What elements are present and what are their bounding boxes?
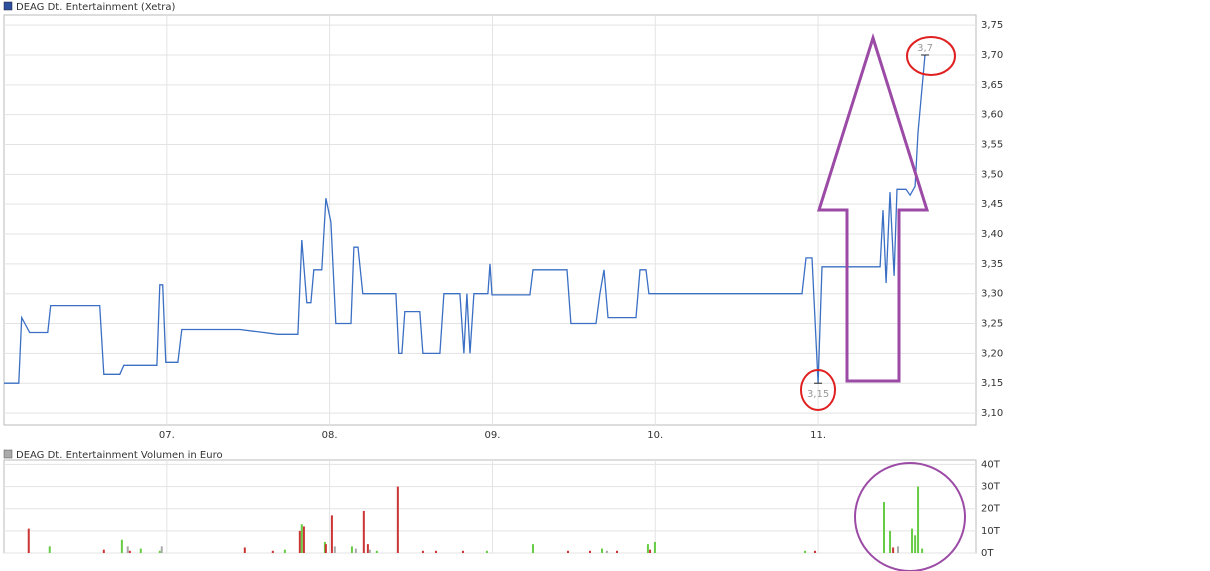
volume-bar [350, 546, 353, 553]
y-tick-label: 3,70 [981, 50, 1003, 61]
volume-bar [158, 550, 161, 553]
volume-bar [588, 550, 591, 553]
y-tick-label: 3,30 [981, 289, 1003, 300]
y-tick-label: 30T [981, 482, 1001, 493]
annotation-label: 3,7 [917, 43, 933, 54]
y-tick-label: 3,45 [981, 199, 1003, 210]
volume-bar [333, 546, 336, 553]
volume-bar [911, 528, 914, 553]
volume-bar [813, 550, 816, 553]
volume-bar [366, 544, 369, 553]
volume-bar [298, 530, 301, 553]
y-tick-label: 3,20 [981, 348, 1003, 359]
volume-bar [302, 526, 305, 553]
volume-bar [605, 550, 608, 553]
volume-bar [300, 524, 303, 553]
x-tick-label: 08. [322, 430, 338, 441]
volume-bar [883, 502, 886, 553]
plot-frame [3, 14, 977, 426]
y-tick-label: 3,50 [981, 169, 1003, 180]
chart-title: DEAG Dt. Entertainment Volumen in Euro [16, 450, 223, 461]
volume-bar [354, 548, 357, 553]
volume-bar [126, 546, 129, 553]
volume-bar [917, 486, 920, 553]
volume-bar [396, 486, 399, 553]
volume-bar [330, 515, 333, 553]
volume-bar [362, 510, 365, 553]
volume-bar [461, 550, 464, 553]
y-tick-label: 3,10 [981, 408, 1003, 419]
volume-bar [375, 550, 378, 553]
legend-swatch [3, 449, 13, 459]
plot-frame [3, 459, 977, 554]
volume-bar [897, 546, 900, 553]
chart-title: DEAG Dt. Entertainment (Xetra) [16, 2, 176, 13]
volume-bar [160, 546, 163, 553]
volume-bar [368, 549, 371, 553]
x-tick-label: 07. [159, 430, 175, 441]
volume-bar [804, 550, 807, 553]
y-tick-label: 10T [981, 526, 1001, 537]
volume-bar [892, 547, 895, 553]
plot-layer: 3,10 3,15 3,20 3,25 3,30 3,35 3,40 3,45 3,50 3,55… [3, 14, 1003, 559]
overlay [800, 32, 966, 571]
volume-bar [283, 549, 286, 553]
volume-bar [120, 539, 123, 553]
volume-bar [48, 546, 51, 553]
x-tick-label: 11. [810, 430, 826, 441]
volume-bar [271, 550, 274, 553]
annotation-label: 3,15 [807, 389, 829, 400]
highlight-circle [854, 462, 966, 571]
highlight-circle [906, 36, 956, 76]
volume-bar [531, 544, 534, 553]
volume-bar [485, 550, 488, 553]
y-tick-label: 3,35 [981, 259, 1003, 270]
y-tick-label: 0T [981, 548, 994, 559]
arrow [816, 32, 930, 383]
y-tick-label: 3,25 [981, 319, 1003, 330]
y-tick-label: 3,60 [981, 110, 1003, 121]
volume-bar [128, 550, 131, 553]
volume-bar [914, 535, 917, 553]
volume-bar [324, 544, 327, 553]
highlight-circle [800, 369, 836, 411]
volume-bar [615, 550, 618, 553]
volume-bar [566, 550, 569, 553]
y-tick-label: 40T [981, 459, 1001, 470]
y-tick-label: 3,15 [981, 378, 1003, 389]
volume-bar [139, 548, 142, 553]
price-line [4, 54, 926, 384]
volume-bar [653, 541, 656, 553]
volume-bar [27, 528, 30, 553]
y-tick-label: 3,75 [981, 20, 1003, 31]
y-tick-label: 3,65 [981, 80, 1003, 91]
legend-swatch [3, 1, 13, 11]
volume-bar [649, 549, 652, 553]
volume-bar [434, 550, 437, 553]
volume-bar [921, 548, 924, 553]
volume-bar [102, 549, 105, 553]
volume-bar [646, 544, 649, 553]
volume-bar [243, 547, 246, 553]
volume-bar [889, 530, 892, 553]
volume-bar [421, 550, 424, 553]
y-tick-label: 20T [981, 504, 1001, 515]
y-tick-label: 3,55 [981, 140, 1003, 151]
y-tick-label: 3,40 [981, 229, 1003, 240]
x-tick-label: 10. [647, 430, 663, 441]
x-tick-label: 09. [484, 430, 500, 441]
volume-bar [601, 548, 604, 553]
